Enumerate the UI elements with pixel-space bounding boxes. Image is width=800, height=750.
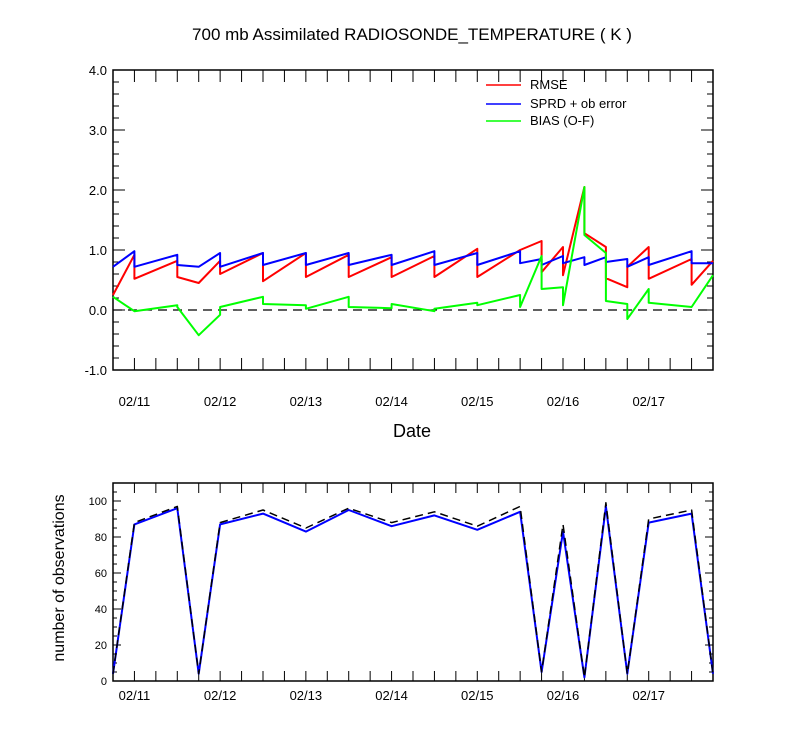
bottom-y-tick-label: 20 xyxy=(95,640,107,652)
bottom-y-tick-label: 60 xyxy=(95,568,107,580)
series-line-assimilated-observations xyxy=(112,505,714,679)
top-x-tick-label: 02/11 xyxy=(119,394,151,409)
bottom-y-axis: 0 20 40 60 80 100 xyxy=(89,482,713,688)
legend-label-bias: BIAS (O-F) xyxy=(530,113,594,128)
top-x-tick-label: 02/13 xyxy=(290,394,323,409)
bottom-y-tick-label: 0 xyxy=(101,676,107,688)
legend: RMSE SPRD + ob error BIAS (O-F) xyxy=(486,77,627,128)
bottom-x-tick-label: 02/17 xyxy=(632,688,665,703)
top-x-tick-label: 02/17 xyxy=(632,394,665,409)
top-plot: -1.0 0.0 1.0 2.0 3.0 4.0 02/11 02/12 02/13 02/14… xyxy=(85,63,714,409)
bottom-y-tick-label: 80 xyxy=(95,532,107,544)
series-line-total-observations xyxy=(112,502,714,679)
series-line-bias-o-f xyxy=(112,186,714,337)
chart-title: 700 mb Assimilated RADIOSONDE_TEMPERATUR… xyxy=(192,25,632,44)
bottom-series-group xyxy=(112,502,714,679)
bottom-x-tick-label: 02/15 xyxy=(461,688,494,703)
bottom-y-tick-label: 100 xyxy=(89,496,107,508)
y-axis-label-bottom: number of observations xyxy=(51,494,68,661)
bottom-y-tick-label: 40 xyxy=(95,604,107,616)
top-y-tick-label: -1.0 xyxy=(85,363,107,378)
legend-label-rmse: RMSE xyxy=(530,77,568,92)
legend-label-sprd: SPRD + ob error xyxy=(530,96,627,111)
series-line-rmse xyxy=(112,186,714,296)
bottom-x-tick-label: 02/11 xyxy=(119,688,151,703)
top-y-tick-label: 3.0 xyxy=(89,123,107,138)
top-y-tick-label: 1.0 xyxy=(89,243,107,258)
top-x-tick-label: 02/12 xyxy=(204,394,237,409)
bottom-x-tick-label: 02/12 xyxy=(204,688,237,703)
top-y-tick-label: 2.0 xyxy=(89,183,107,198)
bottom-x-tick-label: 02/16 xyxy=(547,688,580,703)
top-x-tick-label: 02/15 xyxy=(461,394,494,409)
bottom-x-tick-label: 02/13 xyxy=(290,688,323,703)
bottom-plot-frame xyxy=(112,482,714,682)
top-x-tick-label: 02/16 xyxy=(547,394,580,409)
top-plot-frame xyxy=(112,69,714,371)
top-y-tick-label: 0.0 xyxy=(89,303,107,318)
top-series-group xyxy=(112,186,714,337)
bottom-x-tick-label: 02/14 xyxy=(375,688,408,703)
top-x-axis: 02/11 02/12 02/13 02/14 02/15 02/16 02/17 xyxy=(112,70,714,409)
bottom-x-axis: 02/11 02/12 02/13 02/14 02/15 02/16 02/17 xyxy=(112,483,714,703)
x-axis-label: Date xyxy=(393,421,431,441)
top-x-tick-label: 02/14 xyxy=(375,394,408,409)
series-line-sprd-ob-error xyxy=(112,250,713,268)
top-y-tick-label: 4.0 xyxy=(89,63,107,78)
